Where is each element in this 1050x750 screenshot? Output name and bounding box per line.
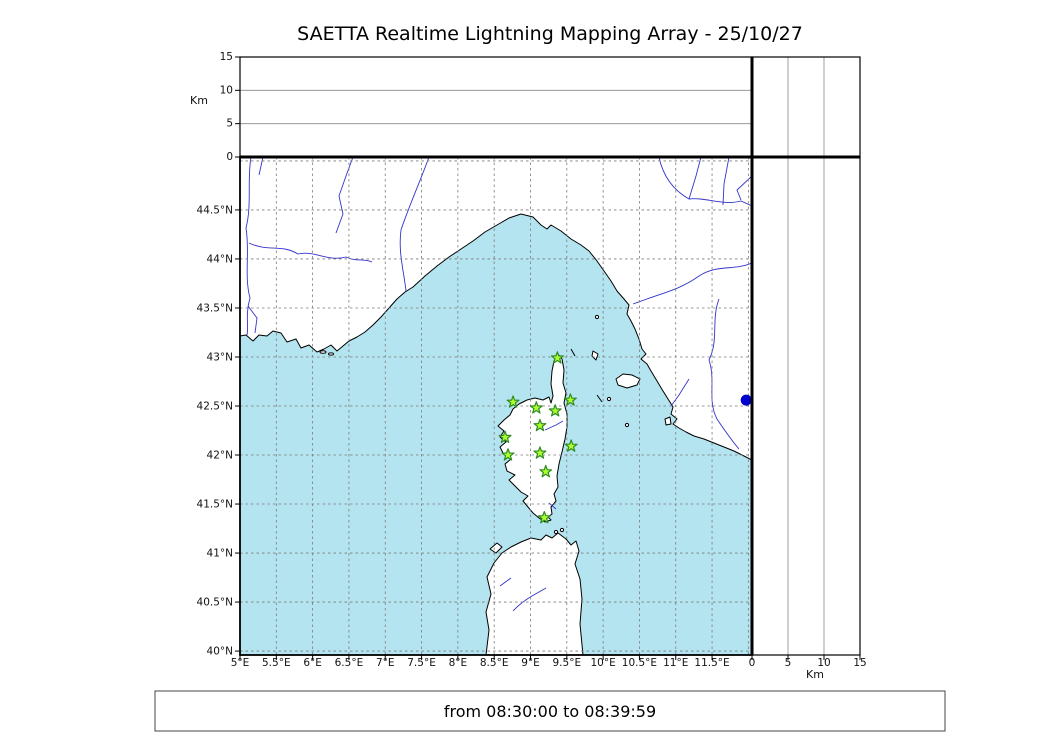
stations-layer — [498, 351, 578, 524]
lon-tick-label: 8°E — [449, 657, 468, 669]
lat-tick-label: 43.5°N — [197, 302, 233, 314]
alt-tick-label-top: 15 — [220, 51, 233, 63]
station-marker — [506, 395, 520, 408]
river-durance — [248, 242, 373, 263]
lat-tick-label: 41.5°N — [197, 499, 233, 511]
station-marker — [533, 418, 547, 432]
island-hyeres-1 — [319, 350, 327, 354]
alt-tick-label-top: 0 — [226, 151, 233, 163]
lon-tick-label: 11.5°E — [694, 657, 729, 669]
island-montecristo — [624, 422, 630, 428]
lon-tick-label: 8.5°E — [480, 657, 509, 669]
altitude-lon-panel — [240, 57, 752, 157]
alt-tick-label-top: 5 — [226, 118, 233, 130]
lat-tick-label: 42°N — [207, 450, 233, 462]
lat-tick-label: 42.5°N — [197, 401, 233, 413]
rivers-layer — [245, 157, 752, 612]
lon-tick-label: 6°E — [303, 657, 322, 669]
river-rhone — [245, 157, 252, 336]
islet-mark — [596, 394, 603, 403]
alt-tick-label-right: 5 — [785, 657, 792, 669]
lat-tick-label: 41°N — [207, 548, 233, 560]
island-hyeres-2 — [328, 352, 334, 356]
island-giglio — [664, 416, 672, 426]
lon-tick-label: 11°E — [663, 657, 688, 669]
river-sardinia-2 — [499, 577, 512, 587]
altitude-histogram-panel — [752, 57, 860, 157]
altitude-lat-panel — [752, 157, 860, 655]
lat-tick-label: 43°N — [207, 351, 233, 363]
lon-tick-label: 10.5°E — [622, 657, 657, 669]
island-gorgona — [594, 314, 600, 320]
right-km-axis-label: Km — [806, 668, 824, 681]
station-marker — [539, 464, 553, 478]
station-marker — [537, 511, 551, 524]
river-po-3 — [722, 157, 730, 206]
lat-tick-label: 44.5°N — [197, 204, 233, 216]
lat-tick-label: 40.5°N — [197, 597, 233, 609]
station-marker — [529, 401, 543, 414]
island-maddalena-2 — [559, 527, 565, 533]
river-sardinia-1 — [512, 587, 547, 612]
river-ombrone — [670, 378, 690, 407]
station-marker — [533, 446, 547, 459]
river-golo — [544, 420, 564, 431]
river-small-left — [258, 157, 264, 176]
lon-tick-label: 9°E — [521, 657, 540, 669]
alt-tick-label-right: 0 — [749, 657, 756, 669]
event-marker — [740, 394, 752, 406]
alt-tick-label-right: 10 — [817, 657, 830, 669]
river-po-2 — [688, 157, 702, 200]
river-upper-alps — [335, 157, 354, 234]
river-arno — [632, 262, 752, 305]
island-asinara — [489, 542, 503, 554]
island-maddalena-1 — [553, 529, 559, 535]
river-var — [399, 157, 430, 292]
events-layer — [740, 394, 752, 406]
lat-tick-label: 40°N — [207, 646, 233, 658]
station-marker — [563, 393, 577, 406]
station-marker — [564, 439, 578, 452]
alt-tick-label-right: 15 — [853, 657, 866, 669]
lon-tick-label: 10°E — [590, 657, 615, 669]
river-tiber — [708, 298, 740, 450]
lon-tick-label: 7.5°E — [407, 657, 436, 669]
map-layers — [240, 157, 752, 655]
top-km-axis-label: Km — [190, 94, 208, 107]
station-marker — [550, 351, 564, 364]
chart-title: SAETTA Realtime Lightning Mapping Array … — [297, 23, 803, 45]
coastline-mainland — [240, 157, 752, 461]
island-giraglia-mark — [570, 348, 576, 357]
island-elba — [615, 373, 641, 389]
lon-tick-label: 6.5°E — [335, 657, 364, 669]
station-marker — [498, 430, 512, 443]
island-capraia — [591, 350, 599, 361]
island-pianosa — [606, 396, 612, 402]
coastline-corsica — [497, 353, 568, 523]
land-layer — [240, 157, 752, 655]
lon-tick-label: 7°E — [376, 657, 395, 669]
lon-tick-label: 5.5°E — [262, 657, 291, 669]
river-rhone-branch — [247, 305, 258, 334]
river-po-4 — [736, 175, 752, 201]
small-islands — [319, 314, 672, 554]
alt-tick-label-top: 10 — [220, 84, 233, 96]
lon-tick-label: 9.5°E — [553, 657, 582, 669]
lon-tick-label: 5°E — [231, 657, 250, 669]
lat-tick-label: 44°N — [207, 253, 233, 265]
station-marker — [548, 404, 562, 417]
coastline-sardinia — [485, 532, 584, 655]
time-range-text: from 08:30:00 to 08:39:59 — [444, 702, 656, 721]
station-marker — [501, 448, 515, 461]
time-range-box — [154, 690, 946, 732]
axis-layer: 5°E 5.5°E 6°E 6.5°E 7°E 7.5°E 8°E 8.5°E 9°E 9.5°E… — [197, 51, 867, 669]
